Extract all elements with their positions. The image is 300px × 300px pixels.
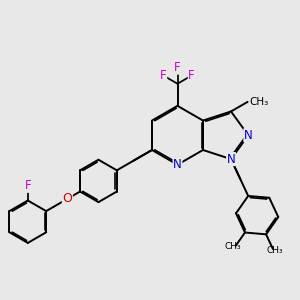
Text: F: F xyxy=(174,61,181,74)
Text: N: N xyxy=(244,129,253,142)
Text: N: N xyxy=(226,153,236,166)
Text: F: F xyxy=(25,179,31,192)
Text: CH₃: CH₃ xyxy=(267,246,284,255)
Text: CH₃: CH₃ xyxy=(224,242,241,251)
Text: F: F xyxy=(188,69,195,82)
Text: N: N xyxy=(173,158,182,171)
Text: CH₃: CH₃ xyxy=(249,97,268,107)
Text: O: O xyxy=(62,192,72,206)
Text: F: F xyxy=(160,69,167,82)
